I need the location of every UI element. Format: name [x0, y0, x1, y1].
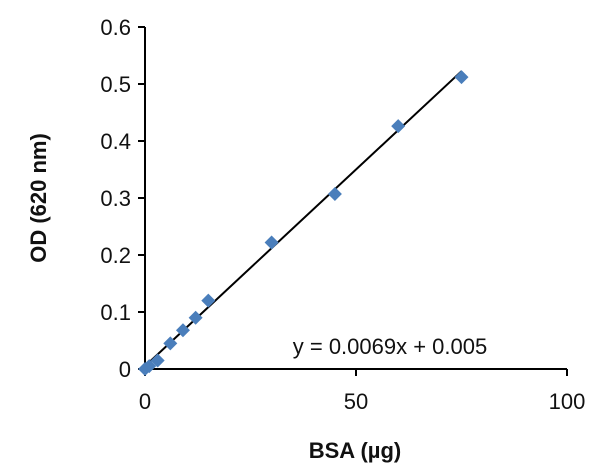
x-ticks: [144, 369, 568, 376]
y-tick-label: 0: [119, 357, 131, 382]
x-axis-title: BSA (µg): [309, 438, 402, 463]
data-point: [142, 359, 157, 374]
axes: [144, 27, 567, 370]
y-tick-label: 0.4: [100, 129, 131, 154]
data-point: [454, 70, 469, 85]
data-point: [201, 293, 216, 308]
x-tick-label: 0: [139, 389, 151, 414]
data-point: [327, 187, 342, 202]
data-point: [188, 310, 203, 325]
data-point: [175, 323, 190, 338]
y-tick-label: 0.5: [100, 72, 131, 97]
y-ticks: [138, 26, 145, 370]
data-point: [150, 353, 165, 368]
x-tick-label: 100: [549, 389, 586, 414]
data-point: [264, 235, 279, 250]
data-point: [163, 336, 178, 351]
x-tick-labels: 0 50 100: [139, 389, 585, 414]
y-tick-label: 0.2: [100, 243, 131, 268]
y-tick-label: 0.1: [100, 300, 131, 325]
trendline: [144, 70, 463, 367]
trendline-equation: y = 0.0069x + 0.005: [293, 334, 488, 359]
data-point: [391, 119, 406, 134]
data-points: [138, 70, 469, 376]
y-tick-label: 0.6: [100, 15, 131, 40]
y-tick-label: 0.3: [100, 186, 131, 211]
y-axis-title: OD (620 nm): [26, 133, 51, 263]
y-tick-labels: 0 0.1 0.2 0.3 0.4 0.5 0.6: [100, 15, 131, 382]
x-tick-label: 50: [344, 389, 368, 414]
